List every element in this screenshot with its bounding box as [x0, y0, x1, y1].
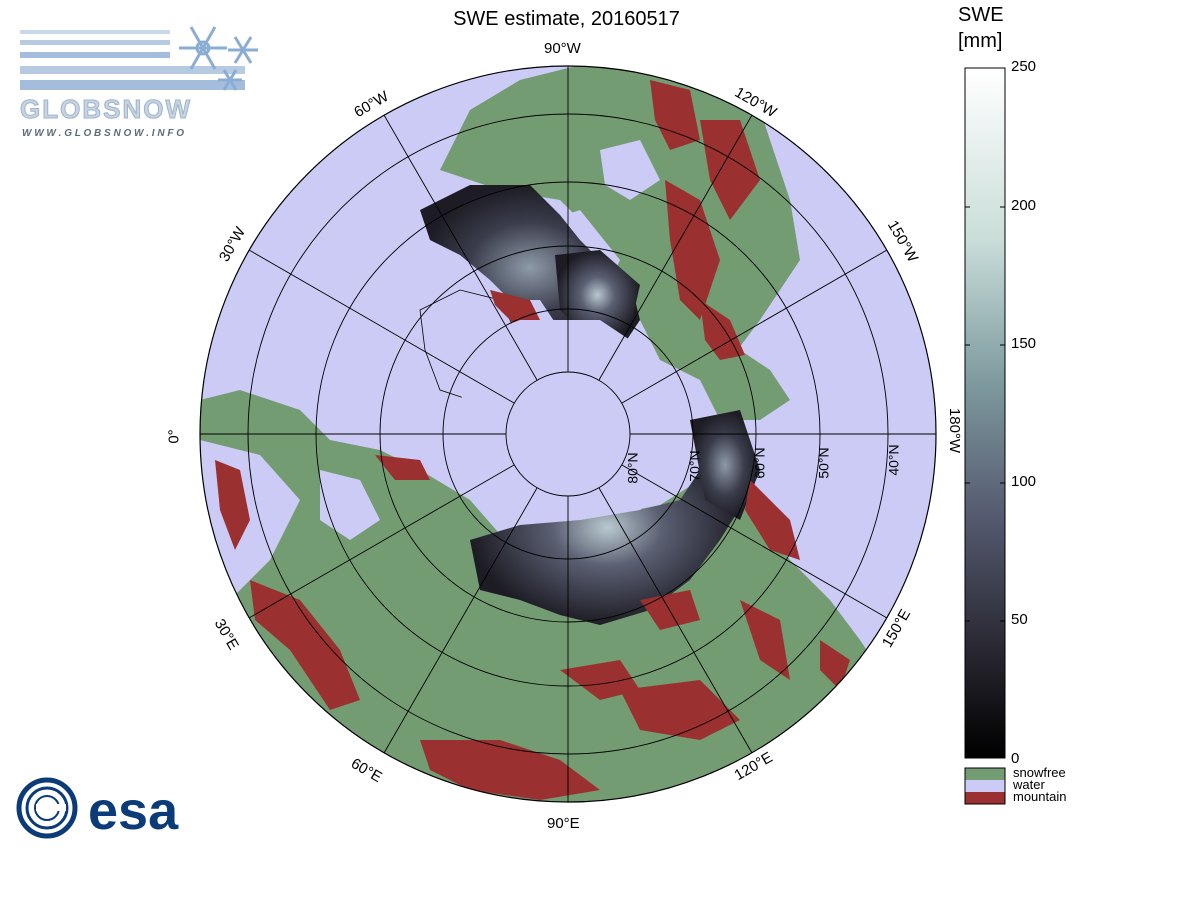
snow-cover-siberia [470, 430, 745, 625]
esa-wordmark: esa [88, 781, 179, 839]
legend-swatch-snowfree [965, 768, 1005, 780]
legend-label-water: water [1013, 777, 1045, 792]
label-40n: 40°N [885, 444, 902, 476]
legend-swatch-water [965, 780, 1005, 792]
label-90e: 90°E [547, 815, 580, 832]
globsnow-wordmark: GLOBSNOW [20, 94, 192, 124]
esa-logo: esa [16, 777, 221, 841]
legend-label-mountain: mountain [1013, 789, 1067, 804]
label-90w: 90°W [544, 40, 581, 57]
colorbar [964, 67, 1006, 805]
label-0: 0° [165, 429, 183, 444]
label-60n: 60°N [751, 447, 768, 479]
label-50n: 50°N [815, 447, 832, 479]
colorbar-gradient [964, 67, 1006, 759]
meridian-lines [200, 66, 936, 802]
legend-swatch-mountain [965, 792, 1005, 804]
map-title: SWE estimate, 20160517 [453, 8, 680, 30]
colorbar-tick-150: 150 [1011, 335, 1037, 352]
colorbar-title-line1: SWE [958, 4, 1004, 26]
colorbar-tick-250: 250 [1011, 58, 1037, 75]
colorbar-tick-0: 0 [1011, 750, 1020, 767]
colorbar-title-line2: [mm] [958, 30, 1003, 52]
label-70n: 70°N [686, 450, 703, 482]
colorbar-tick-200: 200 [1011, 197, 1037, 214]
label-80n: 80°N [624, 452, 641, 484]
colorbar-title: SWE [mm] [958, 2, 1004, 54]
legend-label-snowfree: snowfree [1013, 765, 1066, 780]
colorbar-tick-100: 100 [1011, 473, 1037, 490]
polar-map [199, 65, 937, 803]
snowflake-icon [179, 26, 258, 91]
colorbar-tick-50: 50 [1011, 611, 1028, 628]
globsnow-logo: GLOBSNOW W W W . G L O B S N O W . I N F… [18, 10, 263, 140]
globsnow-url: W W W . G L O B S N O W . I N F O [22, 128, 184, 139]
